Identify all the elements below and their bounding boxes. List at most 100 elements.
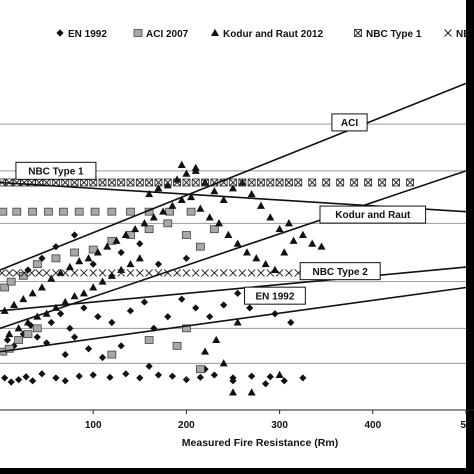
plot-background <box>0 0 466 468</box>
data-point <box>14 324 23 332</box>
annotation-label: EN 1992 <box>255 291 294 302</box>
legend-entry-1: EN 1992 <box>56 29 107 40</box>
data-point <box>229 377 237 385</box>
legend-label: NB <box>456 29 470 40</box>
data-point <box>5 329 14 338</box>
data-point <box>144 225 154 234</box>
data-point <box>165 207 175 216</box>
data-point <box>61 350 69 359</box>
data-point <box>182 376 190 384</box>
data-point <box>246 304 254 312</box>
data-point <box>32 260 42 269</box>
data-point <box>154 178 163 187</box>
x-tick-label: 400 <box>364 420 381 431</box>
data-point <box>219 269 228 277</box>
data-point <box>219 359 228 367</box>
data-point <box>56 268 65 276</box>
data-point <box>177 160 186 168</box>
data-point <box>5 269 14 277</box>
data-point <box>322 178 331 187</box>
x-ticks: 100 200 300 400 50 <box>85 410 472 431</box>
data-point <box>140 298 149 306</box>
data-point <box>80 269 88 277</box>
data-point <box>38 370 46 378</box>
data-point <box>242 248 251 256</box>
data-point <box>192 304 200 312</box>
data-point <box>168 372 177 380</box>
data-point <box>107 271 116 279</box>
data-point <box>9 300 18 308</box>
legend-marker <box>444 29 452 37</box>
data-point <box>70 292 79 300</box>
data-point <box>84 345 93 353</box>
data-point <box>15 376 23 384</box>
data-point <box>294 178 303 187</box>
data-point <box>233 239 242 247</box>
data-point <box>140 219 149 227</box>
x-tick-label: 100 <box>85 420 102 431</box>
data-point <box>117 342 125 350</box>
annotation-box: ACI <box>331 113 368 132</box>
data-point <box>378 178 387 187</box>
data-point <box>149 213 158 221</box>
data-point <box>136 374 144 382</box>
data-point <box>89 371 97 379</box>
data-point <box>144 336 154 344</box>
legend: EN 1992 ACI 2007 Kodur and Raut 2012 NBC Ty… <box>56 28 470 40</box>
data-point <box>61 297 70 306</box>
legend-entry-3: Kodur and Raut 2012 <box>211 28 323 40</box>
data-point <box>317 242 326 250</box>
data-point <box>23 330 33 339</box>
data-point <box>74 207 84 216</box>
data-point <box>126 207 135 216</box>
data-point <box>163 178 172 187</box>
data-point <box>117 248 125 257</box>
data-point <box>70 269 79 277</box>
data-point <box>205 213 214 221</box>
data-point <box>0 269 6 277</box>
annotation-box: NBC Type 2 <box>299 262 381 281</box>
data-point <box>122 370 130 378</box>
data-point <box>43 339 51 347</box>
data-point <box>93 248 102 256</box>
data-point <box>238 269 247 277</box>
data-point <box>229 388 237 396</box>
data-point <box>364 178 373 187</box>
data-point <box>191 178 200 187</box>
data-point <box>247 178 256 187</box>
data-point <box>275 178 284 187</box>
data-point <box>229 184 237 192</box>
fit-line <box>0 170 467 330</box>
legend-marker <box>133 29 143 37</box>
legend-marker <box>211 28 219 36</box>
data-point <box>70 248 79 257</box>
data-point <box>51 254 61 263</box>
data-point <box>210 371 218 379</box>
data-point <box>210 187 219 195</box>
data-point <box>182 169 191 177</box>
data-point <box>229 178 237 187</box>
data-point <box>89 269 98 277</box>
data-point <box>131 224 140 233</box>
data-points <box>0 160 414 396</box>
data-point <box>280 248 289 256</box>
data-point <box>266 269 275 277</box>
data-point <box>103 242 112 250</box>
data-point <box>117 269 126 277</box>
data-point <box>12 178 21 187</box>
data-point <box>266 373 274 381</box>
data-point <box>247 189 256 198</box>
data-point <box>66 324 74 332</box>
data-point <box>186 207 196 216</box>
data-point <box>182 254 190 262</box>
data-point <box>22 373 30 381</box>
data-point <box>135 269 144 277</box>
data-point <box>392 178 401 187</box>
data-point <box>256 201 265 209</box>
data-point <box>201 178 209 187</box>
data-point <box>126 269 135 277</box>
data-point <box>145 189 154 198</box>
data-point <box>173 178 181 187</box>
data-point <box>262 380 270 388</box>
data-point <box>0 283 10 292</box>
